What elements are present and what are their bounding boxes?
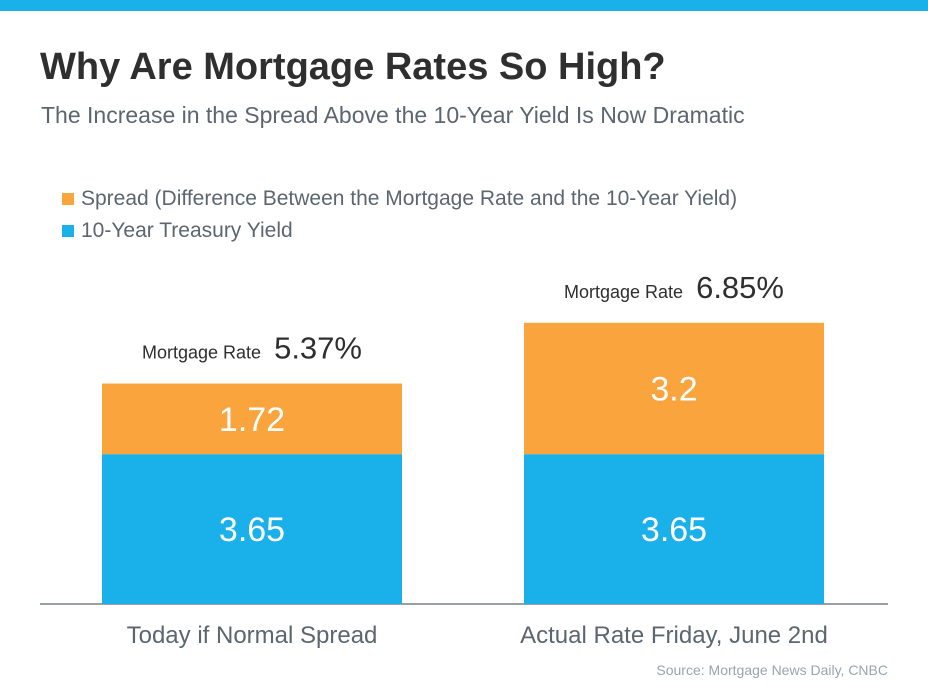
source-note: Source: Mortgage News Daily, CNBC: [656, 662, 888, 678]
chart-title: Why Are Mortgage Rates So High?: [40, 46, 666, 88]
mortgage-rate-label-1: Mortgage Rate 6.85%: [564, 270, 784, 305]
bar-spread-1: [524, 322, 824, 455]
mortgage-rate-value-0: 5.37%: [274, 331, 362, 366]
legend-swatch-spread: [62, 193, 74, 205]
category-label-1: Actual Rate Friday, June 2nd: [520, 622, 828, 649]
chart-legend: Spread (Difference Between the Mortgage …: [62, 183, 737, 247]
bar-spread-0: [102, 383, 402, 455]
mortgage-rate-value-1: 6.85%: [696, 270, 784, 305]
legend-item-spread: Spread (Difference Between the Mortgage …: [62, 183, 737, 215]
legend-item-treasury: 10-Year Treasury Yield: [62, 215, 737, 247]
mortgage-rate-label-0: Mortgage Rate 5.37%: [142, 331, 362, 366]
bar-treasury-1: [524, 454, 824, 604]
chart-subtitle: The Increase in the Spread Above the 10-…: [41, 102, 745, 128]
data-label-spread-0: 1.72: [219, 401, 285, 439]
mortgage-rate-caption-1: Mortgage Rate: [564, 282, 688, 302]
bar-treasury-0: [102, 454, 402, 604]
top-accent-bar: [0, 0, 928, 11]
data-label-treasury-1: 3.65: [641, 511, 707, 549]
category-label-0: Today if Normal Spread: [127, 622, 378, 649]
legend-label-treasury: 10-Year Treasury Yield: [81, 219, 293, 242]
data-label-spread-1: 3.2: [650, 370, 697, 408]
legend-label-spread: Spread (Difference Between the Mortgage …: [81, 187, 738, 210]
mortgage-rate-caption-0: Mortgage Rate: [142, 343, 266, 363]
legend-swatch-treasury: [62, 225, 74, 237]
data-label-treasury-0: 3.65: [219, 511, 285, 549]
